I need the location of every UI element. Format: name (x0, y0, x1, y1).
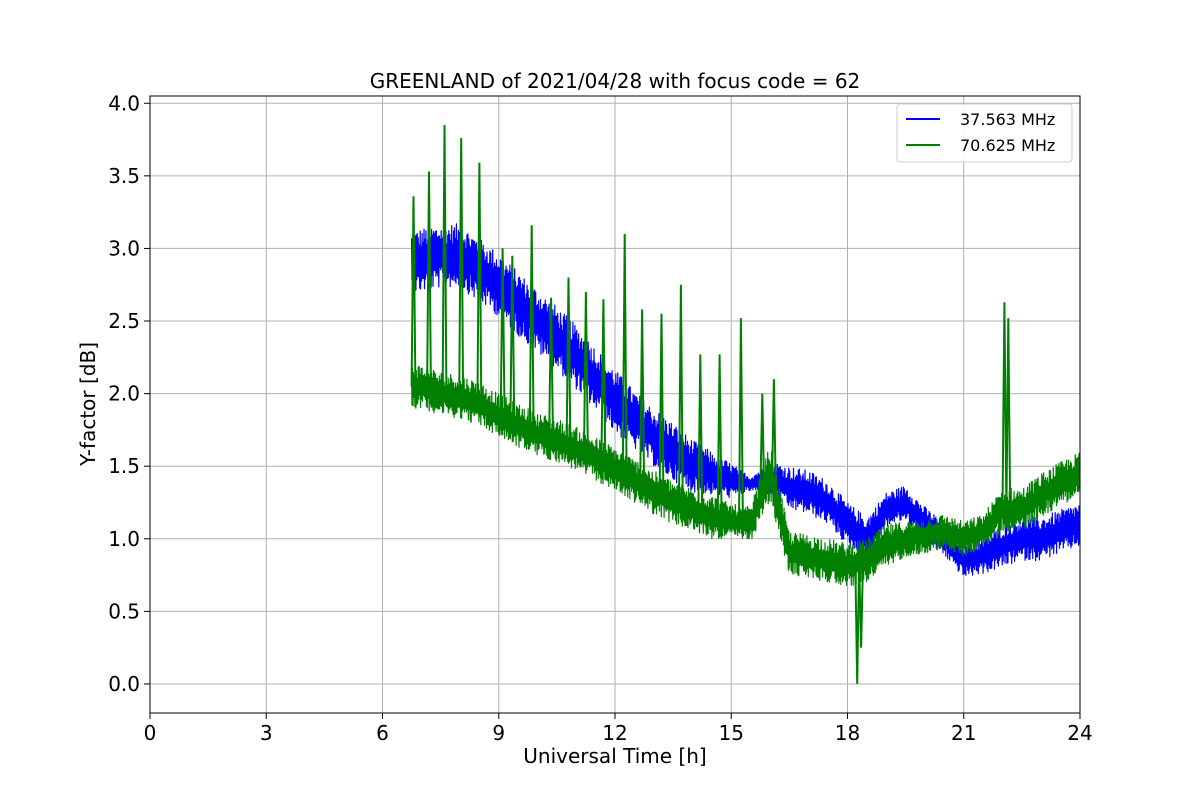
spike-point (509, 255, 516, 423)
x-axis: 0 3 6 9 12 15 18 21 24 (144, 713, 1093, 745)
spike-point (858, 561, 864, 648)
x-tick-label: 12 (602, 721, 627, 745)
spike-point (441, 124, 448, 395)
series-line (411, 365, 1080, 586)
spike-point (499, 248, 506, 418)
spike-point (583, 291, 589, 454)
x-tick-label: 0 (144, 721, 157, 745)
x-axis-title: Universal Time [h] (523, 744, 706, 768)
legend-box (896, 103, 1073, 163)
spike-point (1001, 302, 1008, 510)
legend-label-70-mhz: 70.625 MHz (960, 136, 1055, 155)
x-tick-label: 6 (376, 721, 389, 745)
y-tick-label: 0.5 (108, 599, 140, 623)
legend-label-37-mhz: 37.563 MHz (960, 110, 1055, 129)
y-axis-title: Y-factor [dB] (76, 342, 100, 467)
x-tick-label: 3 (260, 721, 273, 745)
spike-point (528, 225, 535, 432)
chart-title: GREENLAND of 2021/04/28 with focus code … (370, 69, 861, 93)
spike-point (738, 318, 744, 523)
x-tick-label: 21 (951, 721, 976, 745)
y-tick-label: 3.5 (108, 164, 140, 188)
spike-point (658, 313, 665, 497)
y-tick-label: 3.0 (108, 236, 140, 260)
spike-point (697, 354, 704, 513)
spike-point (600, 299, 607, 464)
spike-point (1005, 318, 1012, 510)
spike-point (548, 297, 554, 439)
y-tick-label: 2.0 (108, 382, 140, 406)
y-tick-label: 1.0 (108, 527, 140, 551)
spike-point (639, 309, 646, 486)
plot-area (410, 124, 1080, 685)
x-tick-label: 24 (1067, 721, 1092, 745)
y-tick-label: 2.5 (108, 309, 140, 333)
spike-point (677, 284, 684, 506)
y-tick-label: 0.0 (108, 672, 140, 696)
series-line (411, 223, 1080, 576)
y-tick-label: 1.5 (108, 454, 140, 478)
spike-point (565, 277, 572, 446)
spike-point (759, 393, 766, 494)
x-tick-label: 15 (719, 721, 744, 745)
spike-point (476, 162, 483, 404)
spike-point (716, 354, 723, 519)
spike-point (426, 171, 432, 390)
x-tick-label: 18 (835, 721, 860, 745)
series-70-mhz (410, 124, 1080, 685)
spike-point (458, 138, 465, 398)
spike-point (770, 379, 777, 490)
series-37-mhz (411, 223, 1080, 576)
spike-point (621, 233, 628, 475)
spike-point (854, 562, 861, 685)
legend: 37.563 MHz 70.625 MHz (896, 103, 1073, 163)
x-tick-label: 9 (492, 721, 505, 745)
y-tick-label: 4.0 (108, 91, 140, 115)
spike-point (410, 196, 417, 387)
y-axis: 0.0 0.5 1.0 1.5 2.0 2.5 3.0 3.5 4.0 (108, 91, 150, 696)
